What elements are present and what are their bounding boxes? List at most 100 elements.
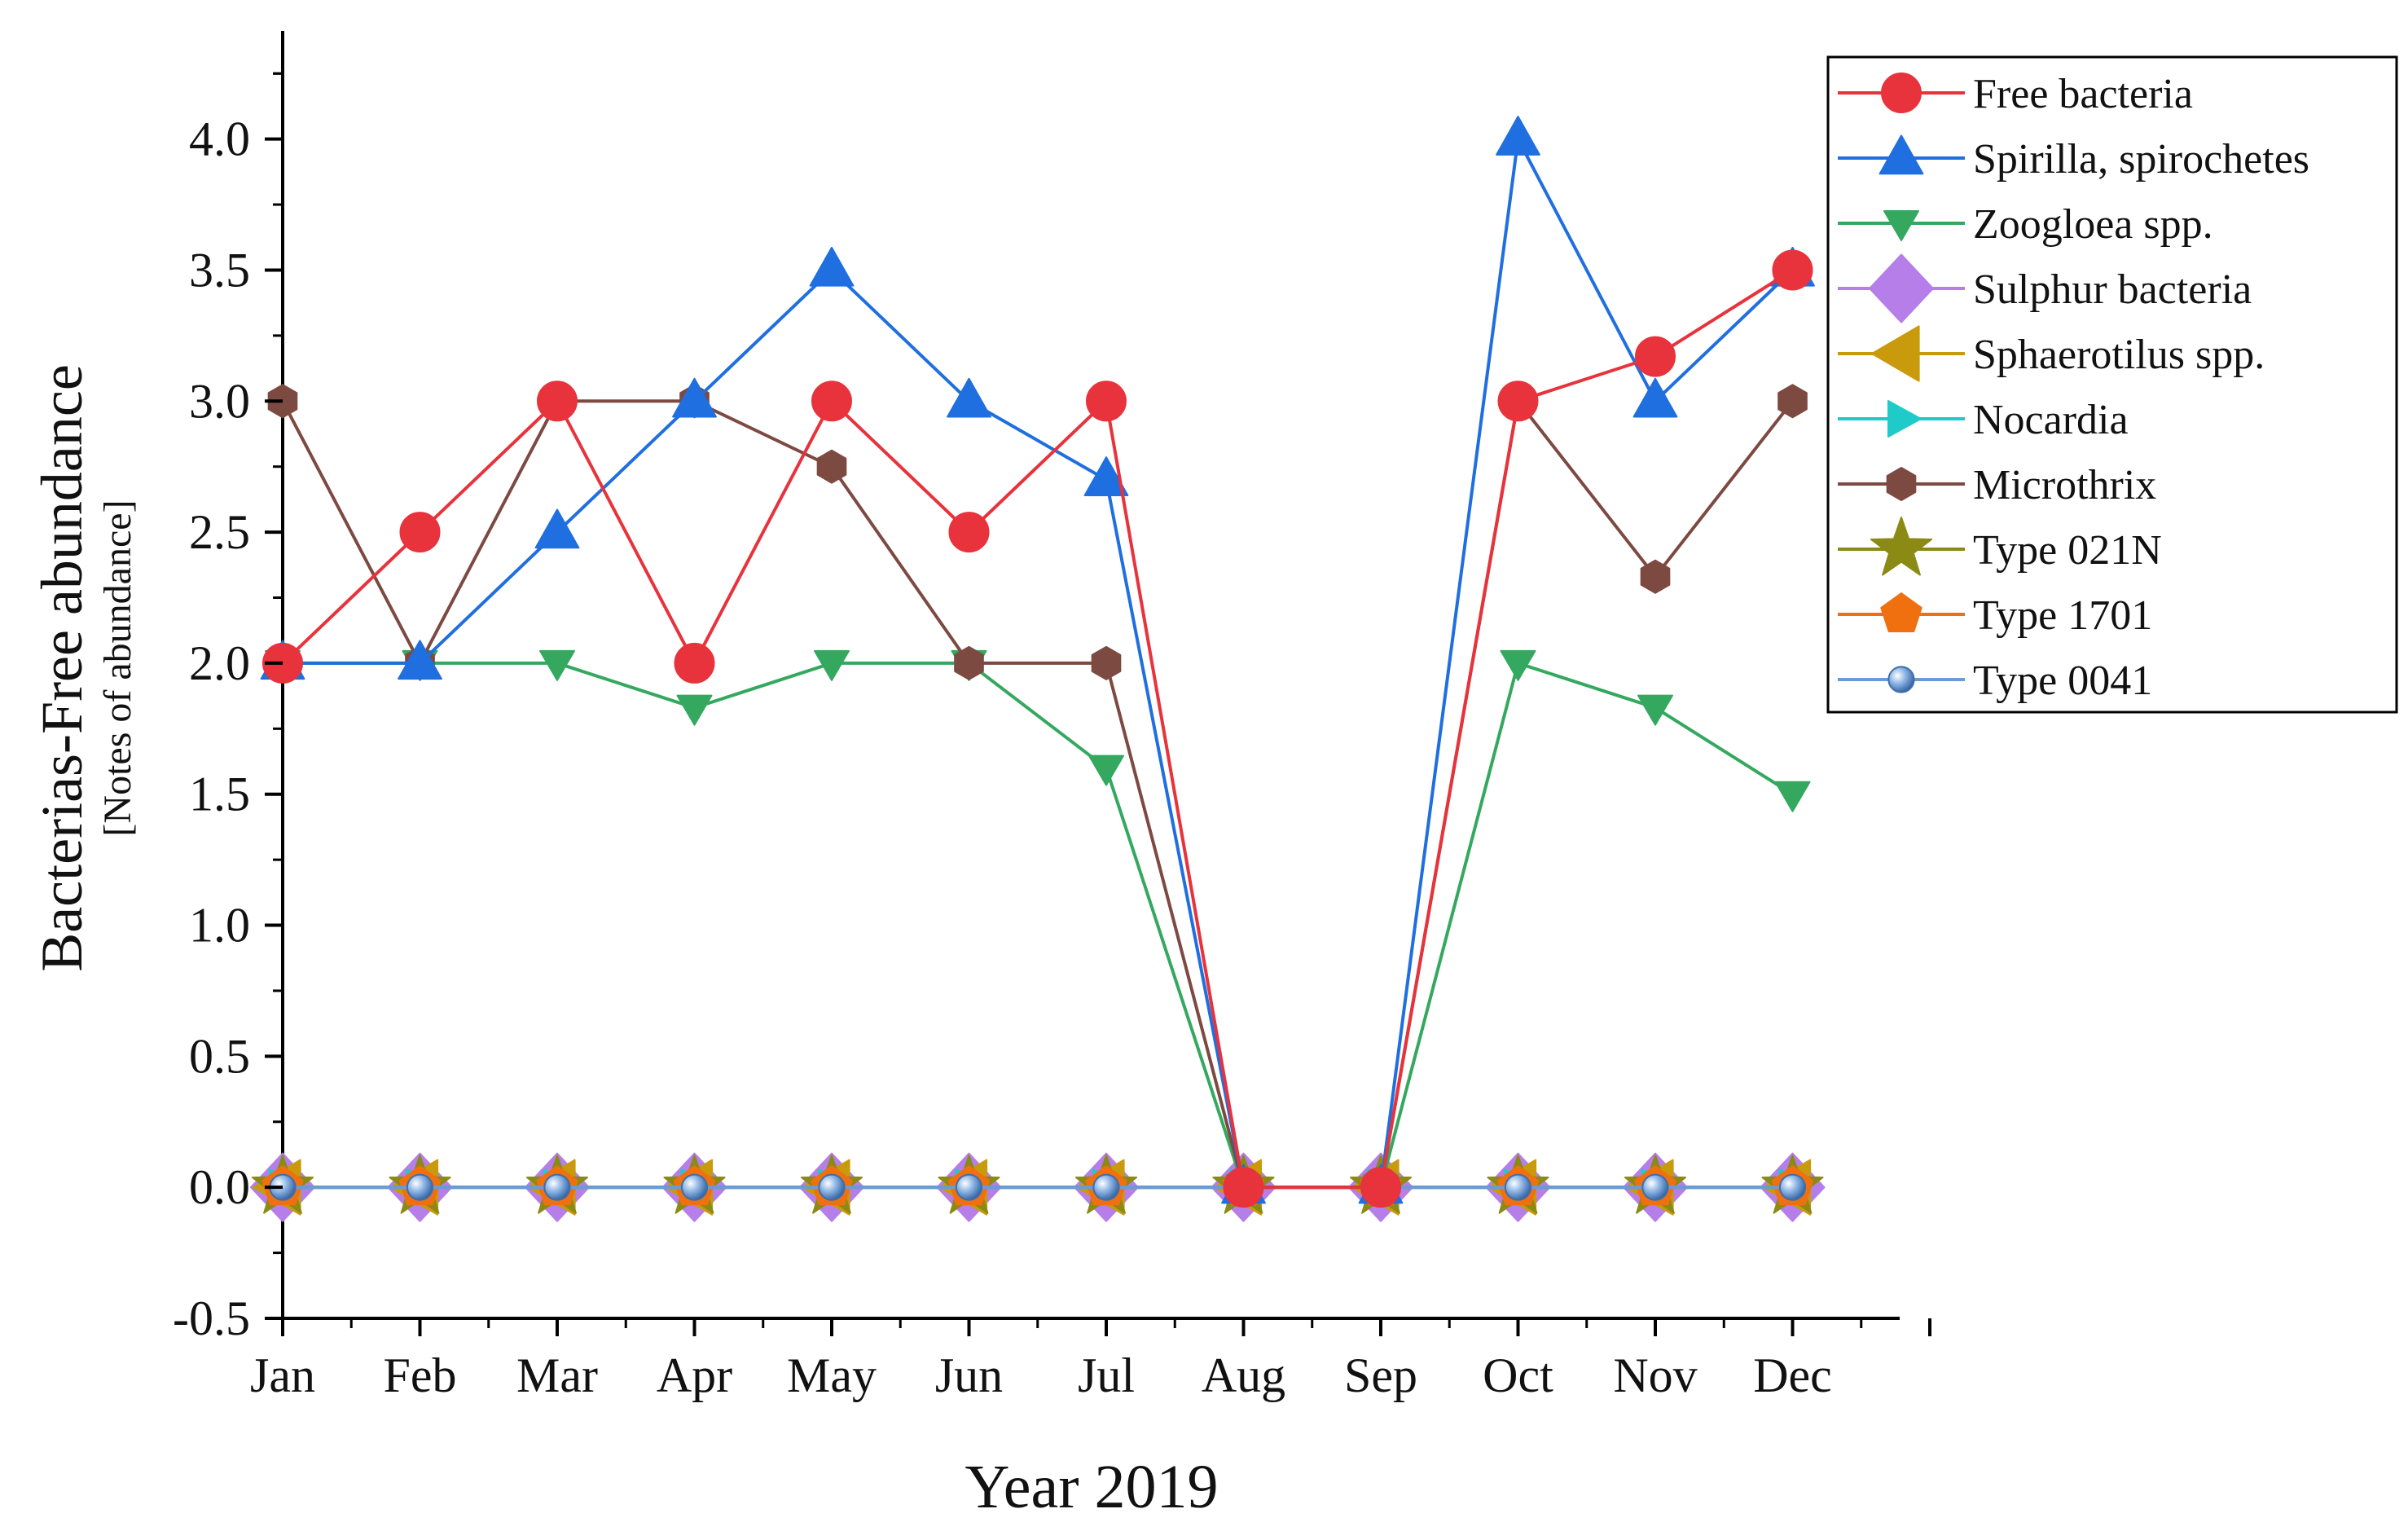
data-point	[809, 246, 855, 287]
series-spirilla-spirochetes	[260, 116, 1815, 1204]
y-tick-label: 2.0	[189, 636, 250, 690]
y-tick-label: 4.0	[189, 112, 250, 166]
x-axis-ticks: Jan Feb Mar Apr May Jun Jul Aug Sep Oct Nov Dec	[250, 1318, 1931, 1402]
data-point	[1091, 645, 1122, 680]
legend-marker	[1879, 134, 1924, 175]
data-point	[1504, 1173, 1532, 1201]
data-point	[398, 640, 442, 680]
x-axis-title: Year 2019	[965, 1453, 1218, 1521]
data-point	[811, 381, 852, 422]
x-tick-label: Dec	[1753, 1348, 1832, 1402]
y-tick-label: 0.0	[189, 1160, 250, 1214]
x-tick-label: Oct	[1483, 1348, 1553, 1402]
x-tick-label: Sep	[1344, 1348, 1417, 1402]
y-tick-label: 3.5	[189, 243, 250, 297]
legend-item: Nocardia	[1838, 397, 2129, 443]
y-axis-ticks: 4.0 3.5 3.0 2.5 2.0 1.5 1.0 0.5 0.0 -0.5	[173, 72, 283, 1345]
data-point	[1635, 336, 1676, 377]
y-tick-label: 1.5	[189, 768, 250, 821]
data-point	[399, 512, 441, 553]
legend-marker	[1887, 400, 1922, 438]
data-point	[955, 1173, 983, 1201]
series-line	[281, 268, 1794, 1190]
series-type-1701	[261, 1165, 1814, 1206]
data-point	[1497, 381, 1539, 422]
data-point	[1496, 116, 1540, 156]
data-point	[1083, 456, 1129, 496]
data-point	[814, 649, 850, 681]
series-line	[283, 661, 1794, 1190]
x-tick-label: May	[787, 1348, 877, 1402]
series-layer	[250, 116, 1826, 1222]
legend-marker	[1870, 517, 1933, 576]
legend-label: Spirilla, spirochetes	[1973, 136, 2309, 183]
x-tick-label: Jul	[1078, 1348, 1135, 1402]
legend-item: Free bacteria	[1838, 71, 2193, 117]
data-point	[1632, 377, 1678, 418]
x-tick-label: Jun	[935, 1348, 1003, 1402]
data-point	[1641, 1173, 1669, 1201]
legend-item: Type 1701	[1838, 592, 2152, 639]
x-tick-label: Jan	[250, 1348, 315, 1402]
series-type-021n	[251, 1155, 1824, 1214]
y-tick-label: -0.5	[173, 1291, 250, 1345]
series-line	[281, 397, 1795, 1190]
legend-marker	[1887, 666, 1915, 693]
data-point	[1086, 381, 1127, 422]
data-point	[947, 377, 991, 418]
y-axis-title: Bacterias-Free abundance	[29, 364, 94, 972]
legend-item: Type 0041	[1838, 658, 2152, 704]
data-point	[537, 381, 578, 422]
legend-item: Sulphur bacteria	[1838, 253, 2252, 323]
y-tick-label: 3.0	[189, 374, 250, 428]
legend-item: Sphaerotilus spp.	[1838, 325, 2265, 382]
x-tick-label: Aug	[1202, 1348, 1285, 1402]
y-tick-label: 1.0	[189, 899, 250, 952]
legend-item: Type 021N	[1838, 517, 2162, 576]
data-point	[539, 649, 575, 681]
data-point	[672, 377, 717, 418]
legend: Free bacteria Spirilla, spirochetes Zooglo…	[1826, 55, 2398, 714]
series-type-0041	[269, 1173, 1807, 1201]
data-point	[1777, 384, 1808, 419]
x-tick-label: Apr	[657, 1348, 732, 1402]
data-point	[543, 1173, 571, 1201]
legend-marker	[1880, 592, 1922, 633]
data-point	[674, 642, 715, 684]
legend-marker	[1886, 467, 1917, 501]
legend-box	[1826, 55, 2398, 714]
legend-marker	[1871, 325, 1920, 382]
legend-label: Sphaerotilus spp.	[1973, 332, 2265, 378]
legend-label: Microthrix	[1973, 462, 2156, 508]
data-point	[816, 449, 847, 484]
legend-item: Microthrix	[1838, 462, 2156, 508]
series-line	[283, 134, 1794, 1190]
data-point	[406, 1173, 434, 1201]
y-tick-label: 0.5	[189, 1029, 250, 1083]
data-point	[818, 1173, 846, 1201]
legend-label: Zoogloea spp.	[1973, 201, 2213, 248]
x-tick-label: Feb	[384, 1348, 457, 1402]
data-point	[1774, 781, 1811, 812]
x-tick-label: Nov	[1613, 1348, 1697, 1402]
data-point	[676, 694, 713, 726]
data-point	[1640, 559, 1671, 594]
data-point	[1360, 1167, 1401, 1208]
data-point	[954, 645, 984, 680]
data-point	[534, 508, 580, 549]
legend-label: Type 0041	[1973, 658, 2152, 704]
data-point	[680, 1173, 709, 1201]
data-point	[1637, 694, 1673, 726]
legend-item: Spirilla, spirochetes	[1838, 134, 2309, 183]
legend-marker	[1883, 210, 1919, 241]
x-tick-label: Mar	[516, 1348, 598, 1402]
legend-label: Nocardia	[1973, 397, 2129, 443]
series-microthrix	[267, 384, 1808, 1205]
legend-marker	[1881, 73, 1922, 113]
data-point	[1088, 755, 1124, 786]
data-point	[1092, 1173, 1120, 1201]
axes	[281, 31, 1900, 1320]
legend-item: Zoogloea spp.	[1838, 201, 2213, 248]
series-zoogloea-spp-	[265, 649, 1811, 1206]
